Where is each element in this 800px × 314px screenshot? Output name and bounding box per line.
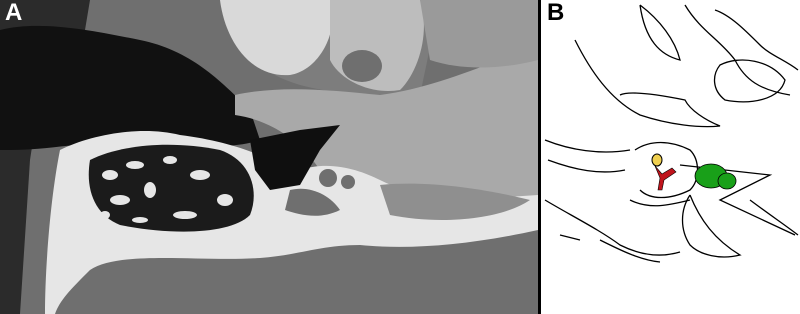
ct-image <box>0 0 538 314</box>
separator <box>538 0 541 314</box>
panel-label: A <box>5 0 22 26</box>
segmentation-drawing <box>541 0 800 314</box>
panel-label: B <box>547 0 564 26</box>
